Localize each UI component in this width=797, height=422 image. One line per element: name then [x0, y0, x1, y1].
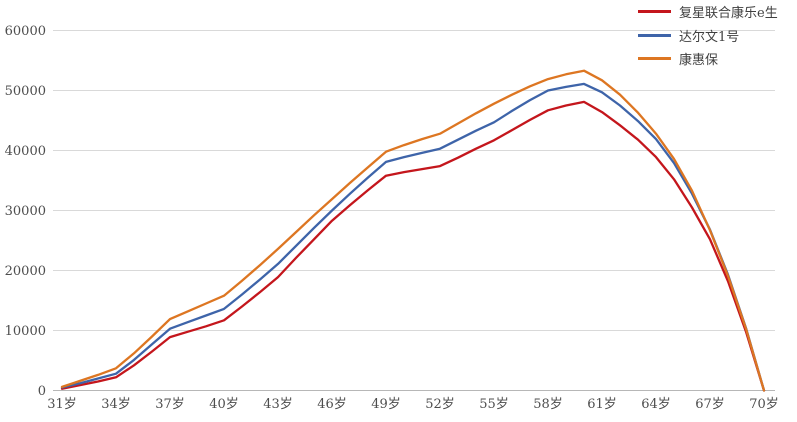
x-axis-tick-label: 43岁 [263, 397, 293, 412]
x-axis-tick-label: 34岁 [101, 397, 131, 412]
legend-item[interactable]: 康惠保 [638, 47, 778, 71]
legend-line-swatch [638, 10, 671, 14]
x-axis-tick-label: 70岁 [749, 397, 779, 412]
x-axis-tick-label: 31岁 [47, 397, 77, 412]
x-axis-tick-label: 55岁 [479, 397, 509, 412]
x-axis-tick-label: 61岁 [587, 397, 617, 412]
x-axis-tick-label: 64岁 [641, 397, 671, 412]
series-line [60, 69, 766, 392]
x-axis-tick-label: 52岁 [425, 397, 455, 412]
y-axis-tick-label: 60000 [5, 24, 46, 39]
y-axis-tick-label: 20000 [5, 264, 46, 279]
x-axis-tick-label: 40岁 [209, 397, 239, 412]
legend-line-swatch [638, 33, 671, 37]
x-axis-tick-label: 49岁 [371, 397, 401, 412]
y-axis-tick-label: 50000 [5, 84, 46, 99]
legend-label: 康惠保 [679, 53, 719, 69]
legend-line-swatch [638, 57, 671, 61]
y-axis-tick-label: 0 [38, 384, 46, 399]
series-line [60, 100, 766, 392]
legend-label: 达尔文1号 [679, 29, 740, 45]
legend-item[interactable]: 达尔文1号 [638, 24, 778, 48]
x-axis-tick-label: 67岁 [695, 397, 725, 412]
y-axis-tick-label: 30000 [5, 204, 46, 219]
legend-item[interactable]: 复星联合康乐e生 [638, 0, 778, 24]
y-axis-tick-label: 40000 [5, 144, 46, 159]
series-line [60, 82, 766, 392]
y-axis-tick-label: 10000 [5, 324, 46, 339]
x-axis-tick-label: 58岁 [533, 397, 563, 412]
chart-legend: 复星联合康乐e生 达尔文1号康惠保 [638, 0, 778, 71]
x-axis-tick-label: 37岁 [155, 397, 185, 412]
x-axis-tick-label: 46岁 [317, 397, 347, 412]
legend-label: 复星联合康乐e生 [679, 6, 778, 22]
